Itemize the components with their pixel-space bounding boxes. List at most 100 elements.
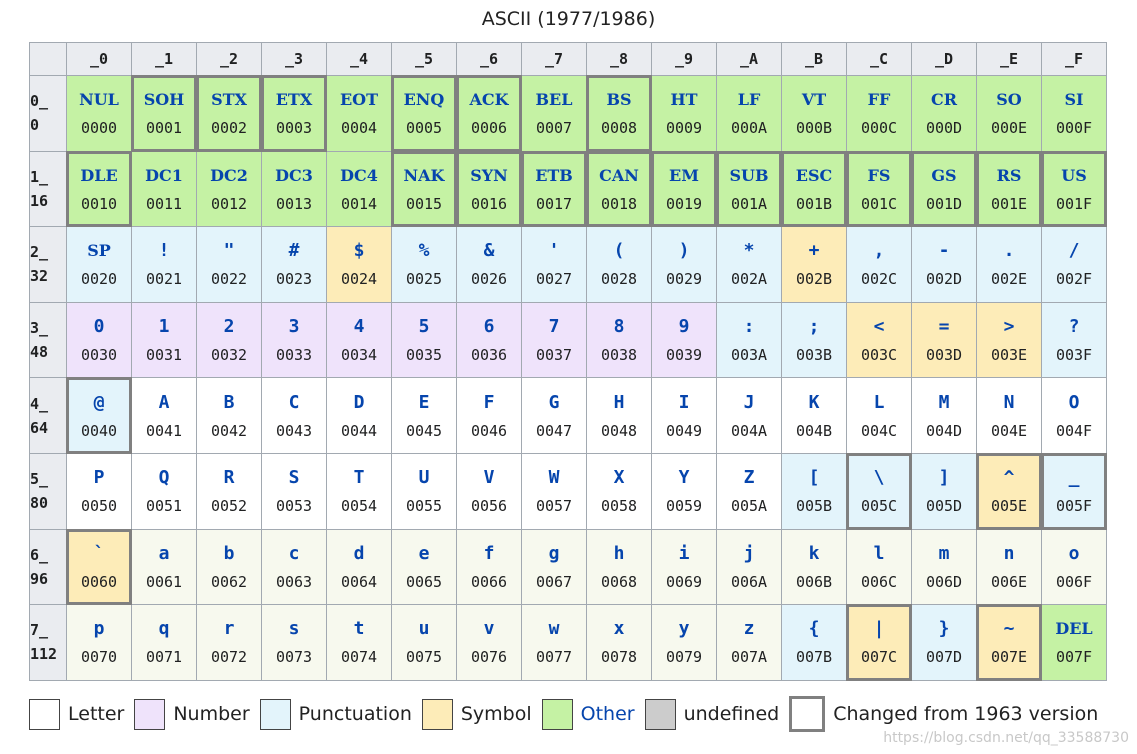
char-cell[interactable]: u 0075 xyxy=(391,604,457,681)
char-cell[interactable]: & 0026 xyxy=(456,226,522,303)
char-cell[interactable]: j 006A xyxy=(716,528,782,606)
char-cell[interactable]: DC2 0012 xyxy=(196,150,262,228)
char-cell[interactable]: BS 0008 xyxy=(586,75,653,152)
char-cell[interactable]: . 002E xyxy=(976,226,1042,303)
char-cell[interactable]: M 004D xyxy=(911,377,977,454)
char-cell[interactable]: $0024 xyxy=(326,226,392,303)
char-cell[interactable]: Y 0059 xyxy=(651,452,717,530)
char-cell[interactable]: ETX 0003 xyxy=(261,75,328,152)
char-cell[interactable]: \ 005C xyxy=(846,452,913,530)
char-cell[interactable]: y 0079 xyxy=(651,604,717,681)
char-cell[interactable]: 6 0036 xyxy=(456,301,522,379)
char-cell[interactable]: +002B xyxy=(781,226,847,303)
char-cell[interactable]: - 002D xyxy=(911,226,977,303)
char-cell[interactable]: 3 0033 xyxy=(261,301,327,379)
char-cell[interactable]: VT 000B xyxy=(781,75,847,152)
char-cell[interactable]: W 0057 xyxy=(521,452,587,530)
char-cell[interactable]: v 0076 xyxy=(456,604,522,681)
char-cell[interactable]: H 0048 xyxy=(586,377,652,454)
char-cell[interactable]: DC1 0011 xyxy=(131,150,197,228)
char-cell[interactable]: ; 003B xyxy=(781,301,847,379)
char-cell[interactable]: R 0052 xyxy=(196,452,262,530)
char-cell[interactable]: SUB 001A xyxy=(716,150,783,228)
char-cell[interactable]: LF 000A xyxy=(716,75,782,152)
char-cell[interactable]: ~007E xyxy=(976,604,1043,681)
char-cell[interactable]: RS 001E xyxy=(976,150,1043,228)
char-cell[interactable]: b 0062 xyxy=(196,528,262,606)
char-cell[interactable]: DLE 0010 xyxy=(66,150,133,228)
char-cell[interactable]: } 007D xyxy=(911,604,977,681)
char-cell[interactable]: l 006C xyxy=(846,528,912,606)
char-cell[interactable]: | 007C xyxy=(846,604,913,681)
char-cell[interactable]: K 004B xyxy=(781,377,847,454)
char-cell[interactable]: {007B xyxy=(781,604,847,681)
char-cell[interactable]: EM 0019 xyxy=(651,150,718,228)
char-cell[interactable]: ] 005D xyxy=(911,452,977,530)
char-cell[interactable]: e 0065 xyxy=(391,528,457,606)
char-cell[interactable]: d 0064 xyxy=(326,528,392,606)
char-cell[interactable]: NUL 0000 xyxy=(66,75,132,152)
char-cell[interactable]: DC4 0014 xyxy=(326,150,392,228)
char-cell[interactable]: NAK 0015 xyxy=(391,150,458,228)
char-cell[interactable]: HT 0009 xyxy=(651,75,717,152)
char-cell[interactable]: G 0047 xyxy=(521,377,587,454)
char-cell[interactable]: k 006B xyxy=(781,528,847,606)
char-cell[interactable]: , 002C xyxy=(846,226,912,303)
char-cell[interactable]: z 007A xyxy=(716,604,782,681)
char-cell[interactable]: >003E xyxy=(976,301,1042,379)
char-cell[interactable]: SYN 0016 xyxy=(456,150,523,228)
char-cell[interactable]: X 0058 xyxy=(586,452,652,530)
char-cell[interactable]: E 0045 xyxy=(391,377,457,454)
char-cell[interactable]: a 0061 xyxy=(131,528,197,606)
char-cell[interactable]: * 002A xyxy=(716,226,782,303)
char-cell[interactable]: U 0055 xyxy=(391,452,457,530)
char-cell[interactable]: f 0066 xyxy=(456,528,522,606)
char-cell[interactable]: B 0042 xyxy=(196,377,262,454)
char-cell[interactable]: x 0078 xyxy=(586,604,652,681)
char-cell[interactable]: [005B xyxy=(781,452,847,530)
char-cell[interactable]: O 004F xyxy=(1041,377,1107,454)
char-cell[interactable]: o 006F xyxy=(1041,528,1107,606)
char-cell[interactable]: h 0068 xyxy=(586,528,652,606)
char-cell[interactable]: V 0056 xyxy=(456,452,522,530)
char-cell[interactable]: g 0067 xyxy=(521,528,587,606)
char-cell[interactable]: F 0046 xyxy=(456,377,522,454)
char-cell[interactable]: @0040 xyxy=(66,377,133,455)
char-cell[interactable]: BEL 0007 xyxy=(521,75,587,152)
char-cell[interactable]: ` 0060 xyxy=(66,528,133,606)
char-cell[interactable]: A 0041 xyxy=(131,377,197,454)
char-cell[interactable]: / 002F xyxy=(1041,226,1107,303)
char-cell[interactable]: 0 0030 xyxy=(66,301,132,379)
char-cell[interactable]: N 004E xyxy=(976,377,1042,454)
char-cell[interactable]: CAN 0018 xyxy=(586,150,653,228)
char-cell[interactable]: 4 0034 xyxy=(326,301,392,379)
char-cell[interactable]: q 0071 xyxy=(131,604,197,681)
char-cell[interactable]: 7 0037 xyxy=(521,301,587,379)
char-cell[interactable]: P 0050 xyxy=(66,452,132,530)
char-cell[interactable]: T 0054 xyxy=(326,452,392,530)
char-cell[interactable]: ) 0029 xyxy=(651,226,717,303)
char-cell[interactable]: SP 0020 xyxy=(66,226,132,303)
char-cell[interactable]: FS 001C xyxy=(846,150,913,228)
char-cell[interactable]: p 0070 xyxy=(66,604,132,681)
char-cell[interactable]: ENQ 0005 xyxy=(391,75,458,152)
char-cell[interactable]: GS 001D xyxy=(911,150,978,228)
char-cell[interactable]: c 0063 xyxy=(261,528,327,606)
char-cell[interactable]: DEL 007F xyxy=(1041,604,1107,681)
char-cell[interactable]: 8 0038 xyxy=(586,301,652,379)
char-cell[interactable]: n 006E xyxy=(976,528,1042,606)
char-cell[interactable]: D 0044 xyxy=(326,377,392,454)
char-cell[interactable]: #0023 xyxy=(261,226,327,303)
char-cell[interactable]: SOH 0001 xyxy=(131,75,198,152)
char-cell[interactable]: m 006D xyxy=(911,528,977,606)
char-cell[interactable]: _ 005F xyxy=(1041,452,1108,530)
char-cell[interactable]: ESC 001B xyxy=(781,150,848,228)
char-cell[interactable]: 9 0039 xyxy=(651,301,717,379)
char-cell[interactable]: 5 0035 xyxy=(391,301,457,379)
char-cell[interactable]: Z 005A xyxy=(716,452,782,530)
char-cell[interactable]: % 0025 xyxy=(391,226,457,303)
legend-label-other[interactable]: Other xyxy=(580,703,635,725)
char-cell[interactable]: = 003D xyxy=(911,301,977,379)
char-cell[interactable]: EOT 0004 xyxy=(326,75,392,152)
char-cell[interactable]: r 0072 xyxy=(196,604,262,681)
